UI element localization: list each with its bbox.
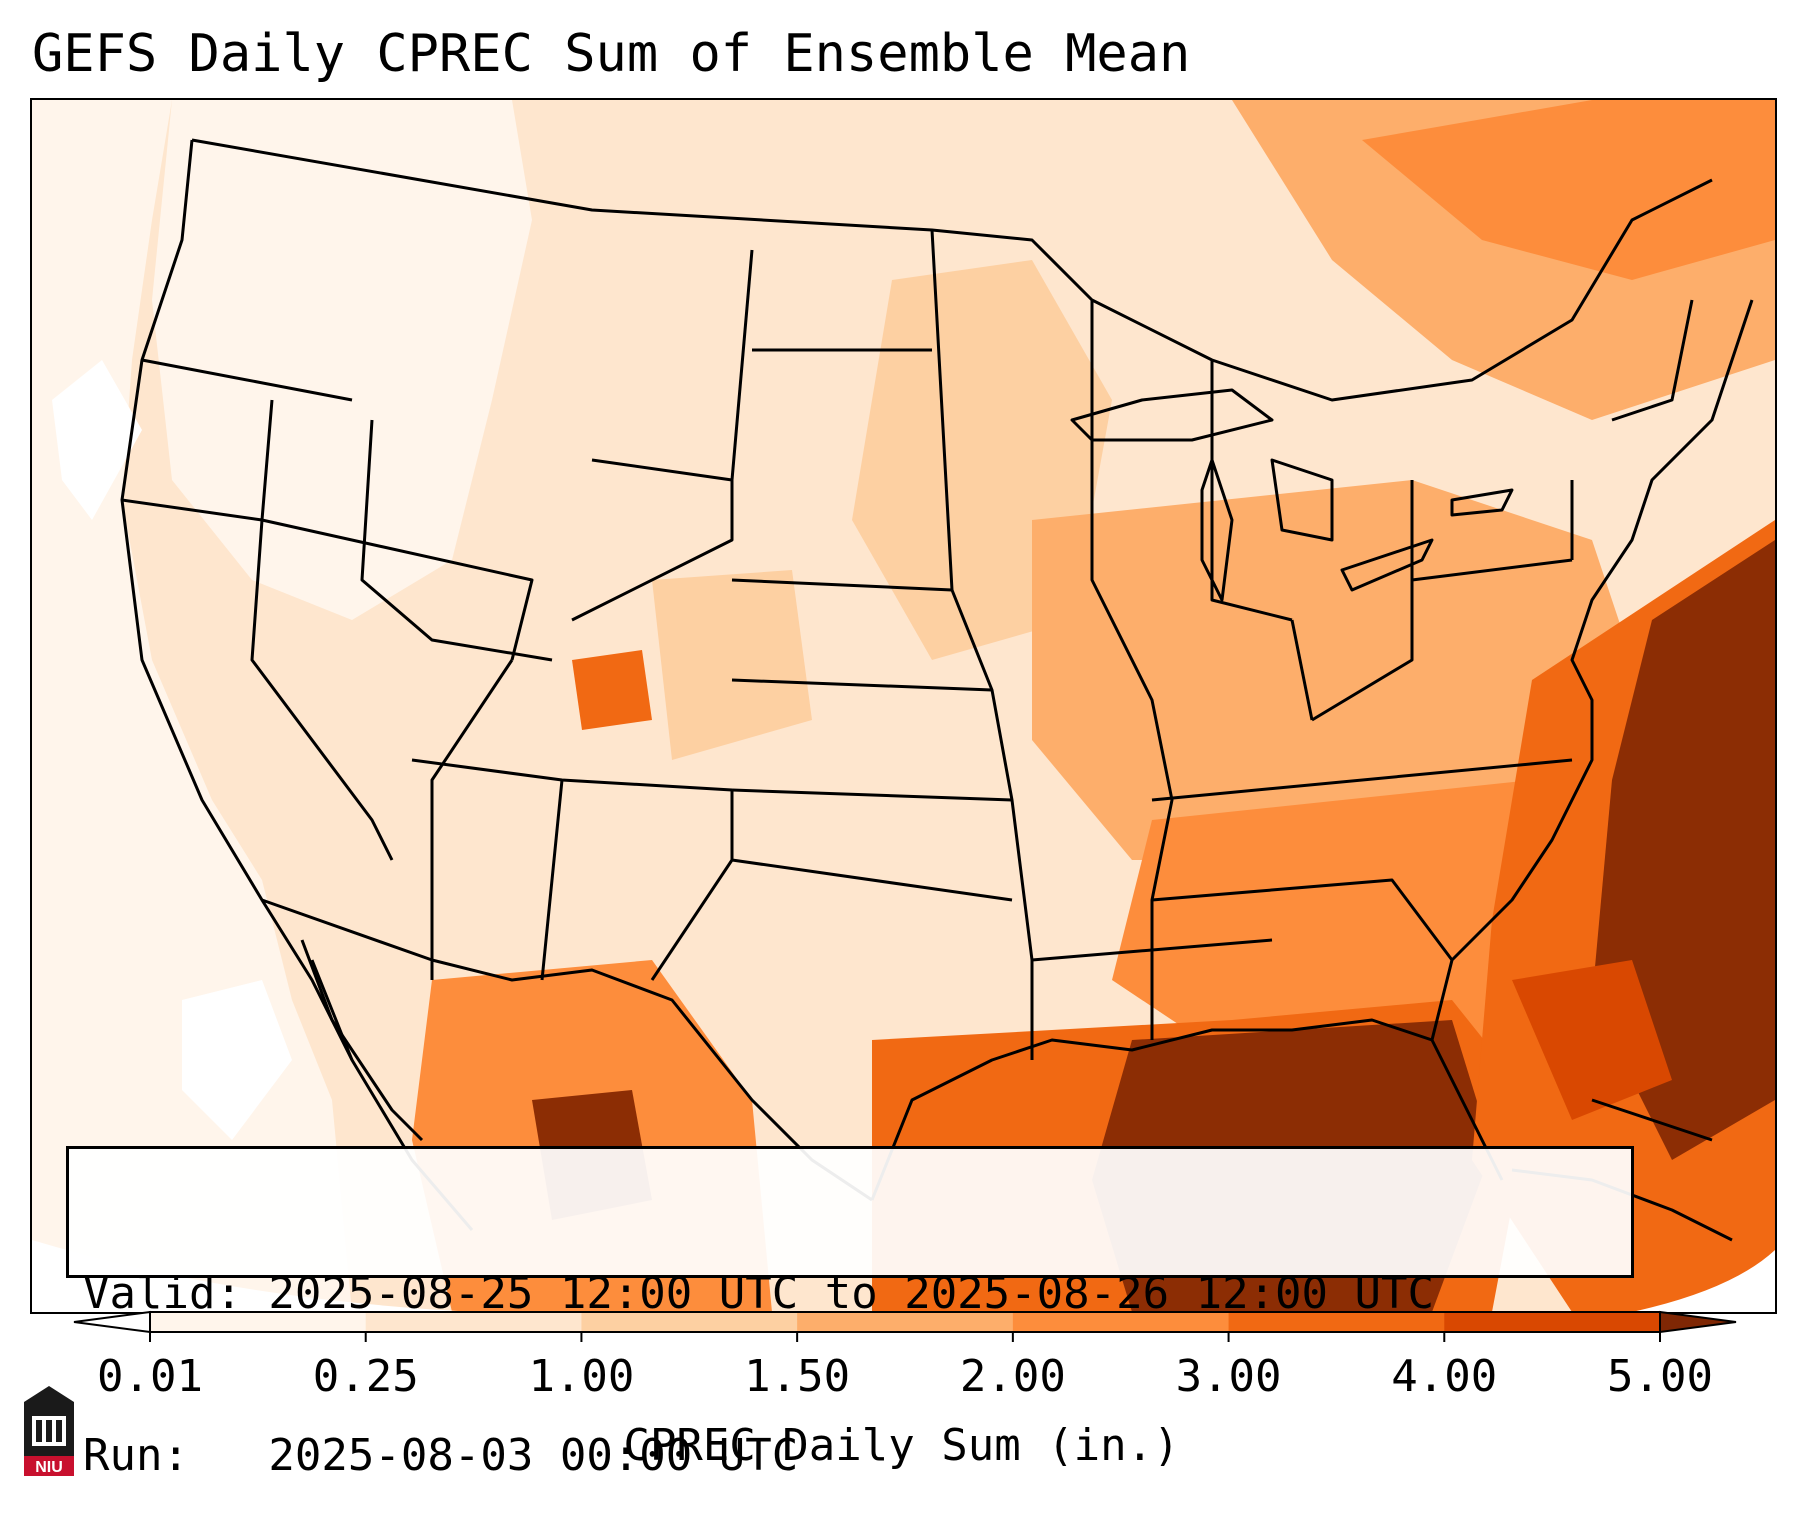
projection-edge-right [1632, 1250, 1775, 1312]
arizona-newmexico-line [540, 779, 564, 981]
colorbar-segment [1228, 1312, 1445, 1332]
colorbar-ticks [149, 1332, 1661, 1342]
baja-peninsula [300, 939, 424, 1142]
valid-time-text: Valid: 2025-08-25 12:00 UTC to 2025-08-2… [83, 1268, 1435, 1319]
colorbar-over-arrow [1659, 1310, 1737, 1334]
gulf-coast [870, 1018, 1504, 1201]
colorbar-segment [150, 1312, 367, 1332]
precip-field-pacific-blank [52, 360, 142, 520]
colorbar-tick-label: 2.00 [959, 1351, 1066, 1402]
utah-arizona-line [430, 659, 514, 980]
run-time-text: Run: 2025-08-03 00:00 UTC [83, 1430, 799, 1481]
colorbar-segment [797, 1312, 1014, 1332]
precip-field-colorado [652, 570, 812, 760]
georgia-boundary [1151, 878, 1454, 961]
colorbar-tick-label: 5.00 [1607, 1351, 1713, 1402]
precip-field-quebec [1362, 100, 1775, 280]
precipitation-map [30, 98, 1777, 1314]
new-england-lines [1611, 299, 1694, 422]
niu-logo-text: NIU [35, 1459, 63, 1476]
montana-dakota-line [730, 249, 754, 481]
precip-field-northwest [152, 100, 532, 620]
atlantic-coast [1430, 299, 1754, 1041]
kansas-oklahoma-line [731, 788, 1013, 802]
nevada-california-line [250, 519, 394, 861]
colorbar-segment [1444, 1312, 1661, 1332]
texas-newmexico-line [650, 859, 734, 981]
ohio-pennsylvania-line [1311, 480, 1414, 722]
precip-field-southeast [1112, 780, 1592, 1060]
political-boundaries [120, 138, 1754, 1242]
valid-run-info-box: Valid: 2025-08-25 12:00 UTC to 2025-08-2… [66, 1146, 1634, 1481]
idaho-boundary [360, 419, 553, 662]
precip-field-ohio-valley [1032, 480, 1632, 860]
colorbar-segment [1012, 1312, 1230, 1332]
colorbar-segment [365, 1312, 582, 1332]
precip-field-colorado-peak [572, 650, 652, 730]
tennessee-kentucky-line [1151, 758, 1573, 802]
wyoming-boundary [571, 458, 734, 622]
niu-logo-band [24, 1456, 74, 1476]
colorbar-axis-label: CPREC Daily Sum (in.) [623, 1420, 1180, 1471]
lake-erie [1340, 538, 1434, 592]
niu-logo: NIU [24, 1386, 74, 1476]
lake-huron [1270, 458, 1334, 542]
indiana-ohio-line [1290, 619, 1314, 721]
us-west-coast [120, 139, 354, 1061]
colorbar-tick-label: 1.00 [528, 1351, 635, 1402]
colorbar-tick-label: 0.25 [312, 1351, 419, 1402]
colorbar-tick-label: 4.00 [1391, 1351, 1498, 1402]
illinois-indiana-line [1210, 360, 1293, 622]
projection-edge-left [32, 1240, 732, 1312]
nebraska-kansas-line [731, 678, 993, 692]
precip-field-pacific-blank-2 [182, 980, 292, 1140]
lake-ontario [1450, 488, 1514, 517]
bahamas [1591, 1098, 1713, 1142]
map-canvas [32, 100, 1775, 1312]
colorbar-segments [149, 1311, 1661, 1333]
central-meridian-states [930, 229, 1034, 1060]
colorbar-under-arrow [73, 1310, 151, 1334]
colorbar-tick-label: 0.01 [97, 1351, 203, 1402]
lake-superior [1070, 388, 1274, 442]
colorbar-segment [581, 1312, 798, 1332]
colorbar [73, 1310, 1737, 1342]
oregon-washington-line [141, 358, 353, 402]
pennsylvania-line [1411, 558, 1573, 582]
chart-title: GEFS Daily CPREC Sum of Ensemble Mean [32, 24, 1191, 84]
lake-michigan [1200, 458, 1234, 602]
south-dakota-nebraska-line [731, 578, 953, 592]
colorbar-tick-label: 3.00 [1175, 1351, 1282, 1402]
nevada-utah-line [261, 518, 534, 661]
mississippi-river [1090, 300, 1174, 1040]
precip-field-atlantic-band [1512, 960, 1672, 1120]
colorbar-tick-label: 1.50 [744, 1351, 851, 1402]
